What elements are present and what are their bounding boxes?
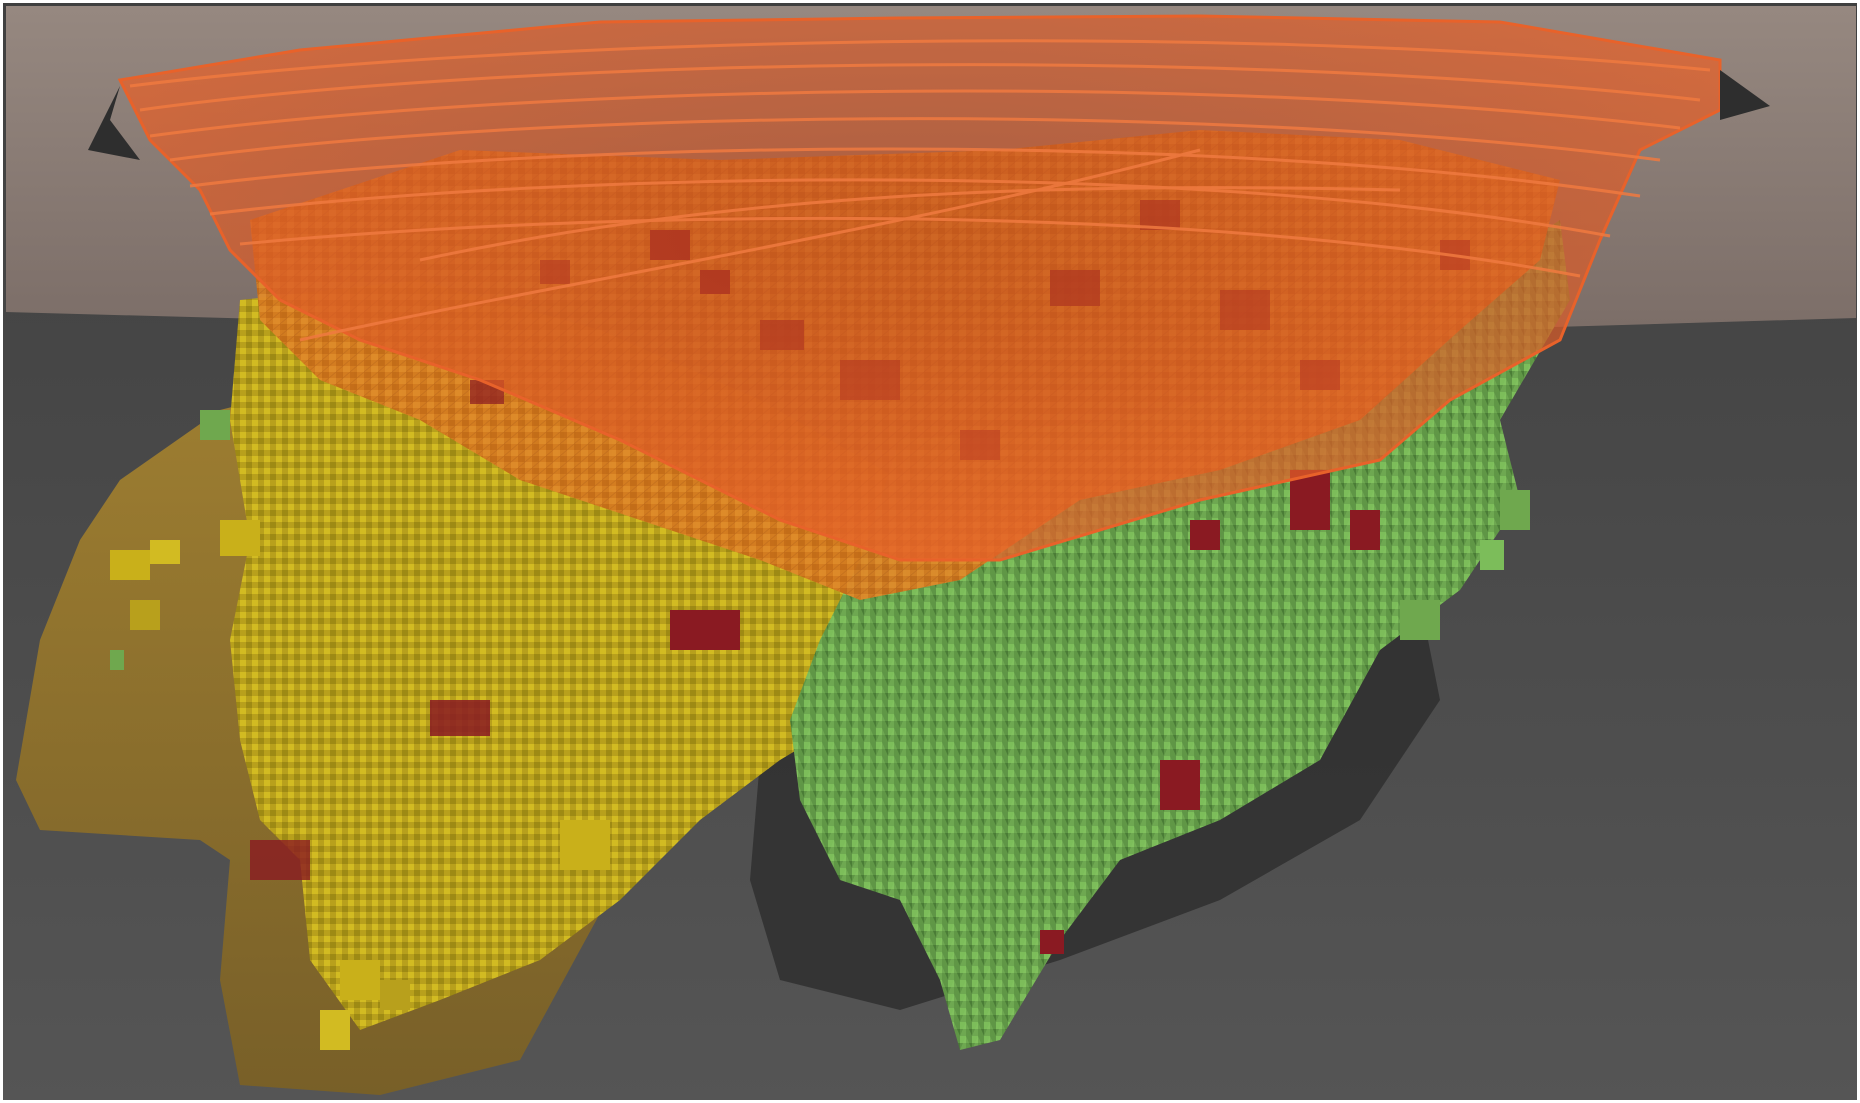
pit-bench-contours <box>129 39 1711 342</box>
pit-shell <box>117 14 1722 562</box>
scattered-voxel-clusters <box>110 410 1530 1050</box>
